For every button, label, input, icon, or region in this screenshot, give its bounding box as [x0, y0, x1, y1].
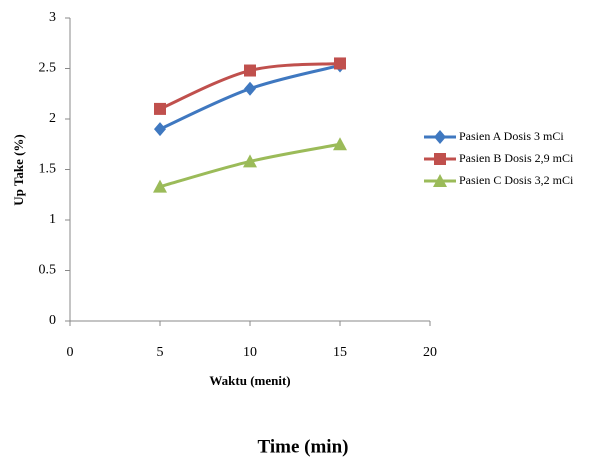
marker [154, 122, 166, 137]
marker [154, 102, 166, 115]
legend-marker [434, 130, 446, 144]
y-tick-label: 1.5 [39, 162, 57, 177]
marker [244, 64, 256, 77]
legend-label: Pasien C Dosis 3,2 mCi [459, 173, 574, 187]
legend-marker [434, 153, 446, 165]
x-tick-label: 10 [243, 345, 257, 360]
legend-label: Pasien B Dosis 2,9 mCi [459, 151, 574, 165]
legend-marker [433, 174, 447, 187]
caption: Time (min) [258, 436, 349, 457]
marker [334, 57, 346, 70]
marker [244, 81, 256, 96]
x-axis-title: Waktu (menit) [209, 373, 290, 388]
x-tick-label: 20 [423, 345, 437, 360]
y-tick-label: 2 [49, 111, 56, 126]
x-tick-label: 0 [67, 345, 74, 360]
y-tick-label: 1 [49, 212, 56, 227]
marker [243, 154, 257, 168]
legend-label: Pasien A Dosis 3 mCi [459, 129, 564, 143]
y-tick-label: 2.5 [39, 61, 57, 76]
x-tick-label: 15 [333, 345, 347, 360]
y-tick-label: 0 [49, 313, 56, 328]
y-tick-label: 3 [49, 10, 56, 25]
x-tick-label: 5 [157, 345, 164, 360]
marker [153, 179, 167, 193]
y-axis-title: Up Take (%) [11, 134, 26, 206]
marker [333, 137, 347, 151]
y-tick-label: 0.5 [39, 263, 57, 278]
